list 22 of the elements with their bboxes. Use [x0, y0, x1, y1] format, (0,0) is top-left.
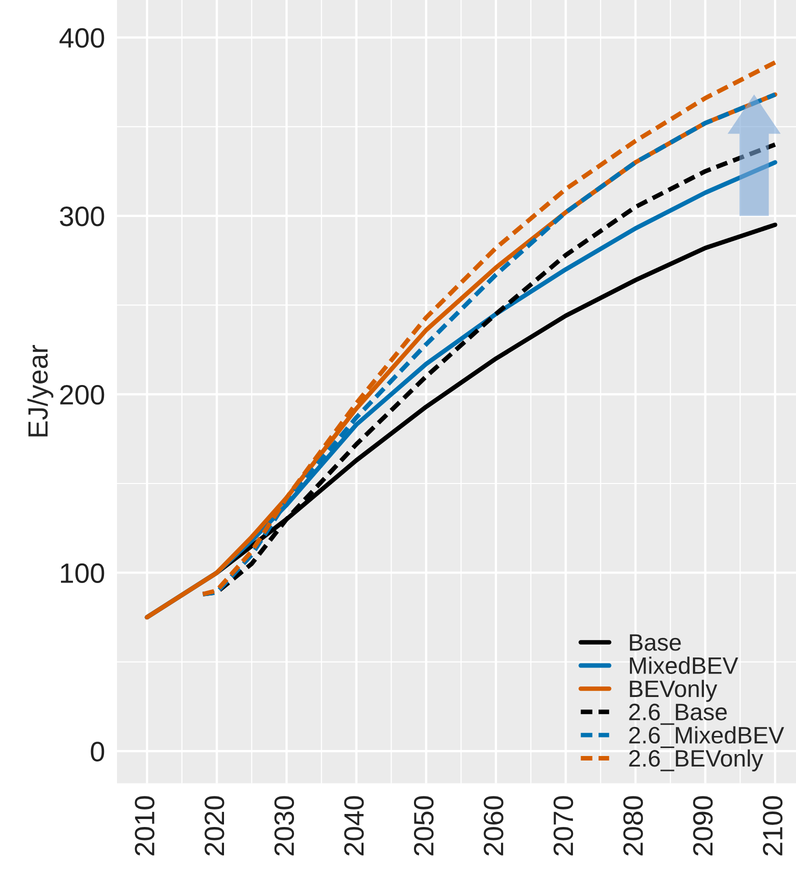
y-tick-label: 200	[60, 384, 104, 405]
y-axis-title: EJ/year	[27, 344, 54, 436]
legend-label: 2.6_BEVonly	[629, 749, 764, 772]
x-tick-label: 2050	[414, 796, 434, 856]
x-tick-label: 2080	[623, 796, 643, 856]
legend-label: 2.6_MixedBEV	[629, 726, 784, 748]
y-tick-label: 400	[60, 28, 104, 48]
legend-label: Base	[630, 634, 681, 651]
x-tick-label: 2060	[484, 796, 504, 856]
legend-label: BEVonly	[630, 680, 718, 702]
x-tick-label: 2090	[693, 796, 713, 856]
x-tick-label: 2020	[204, 796, 224, 856]
x-tick-label: 2100	[762, 796, 783, 856]
x-tick-label: 2010	[134, 796, 154, 856]
y-tick-label: 0	[90, 742, 104, 762]
x-tick-label: 2070	[554, 796, 574, 856]
x-tick-label: 2030	[274, 796, 294, 856]
legend-label: MixedBEV	[630, 656, 738, 674]
y-tick-label: 300	[60, 206, 104, 226]
y-tick-label: 100	[60, 563, 104, 584]
x-tick-label: 2040	[344, 796, 364, 856]
legend-label: 2.6_Base	[629, 704, 727, 725]
